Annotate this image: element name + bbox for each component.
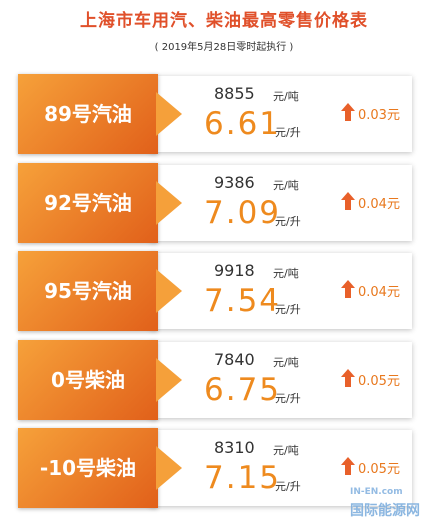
up-arrow-icon: [341, 368, 355, 387]
price-per-liter: 7.09: [204, 194, 282, 231]
fuel-name: 92号汽油: [44, 190, 132, 215]
chevron: [156, 269, 186, 317]
chevron: [156, 92, 186, 140]
price-per-ton: 9386: [214, 172, 255, 192]
fuel-label: 89号汽油: [18, 74, 158, 154]
up-arrow-icon: [341, 280, 355, 298]
fuel-name: 95号汽油: [44, 279, 132, 303]
chevron-shape: [156, 269, 182, 313]
unit-liter: 元/升: [275, 214, 301, 228]
unit-ton: 元/吨: [273, 444, 299, 457]
price-card: [150, 164, 412, 241]
fuel-name: 0号柴油: [51, 367, 125, 392]
price-per-liter: 6.75: [204, 371, 282, 408]
price-per-liter: 7.15: [204, 460, 282, 496]
fuel-label: 92号汽油: [18, 162, 158, 243]
unit-liter: 元/升: [275, 391, 301, 405]
fuel-label: 0号柴油: [18, 339, 158, 420]
up-arrow: [340, 456, 356, 480]
subtitle: ( 2019年5月28日零时起执行 ): [154, 42, 294, 53]
price-change: 0.04元: [358, 285, 400, 300]
chevron-icon: [156, 357, 182, 402]
unit-ton: 元/吨: [273, 178, 299, 192]
price-change: 0.05元: [358, 462, 400, 477]
chevron-shape: [156, 446, 182, 490]
price-card: [150, 341, 412, 418]
price-row: 95号汽油 9918 元/吨 7.54 元/升 0.04元: [0, 251, 448, 331]
watermark-site: IN-EN.com: [350, 487, 403, 497]
chevron-icon: [156, 92, 182, 136]
chevron: [156, 180, 186, 229]
up-arrow-shape: [341, 103, 355, 121]
price-row: -10号柴油 8310 元/吨 7.15 元/升 0.05元: [0, 428, 448, 508]
price-card: [150, 253, 412, 329]
title: 上海市车用汽、柴油最高零售价格表: [80, 11, 368, 31]
price-per-ton: 8855: [214, 84, 255, 103]
up-arrow-shape: [341, 457, 355, 475]
price-per-ton: 9918: [214, 261, 255, 280]
price-per-ton: 7840: [214, 349, 255, 369]
watermark-name: 国际能源网: [350, 503, 420, 519]
up-arrow: [340, 368, 356, 392]
up-arrow: [340, 191, 356, 215]
chevron-shape: [156, 92, 182, 136]
price-row: 0号柴油 7840 元/吨 6.75 元/升 0.05元: [0, 339, 448, 420]
up-arrow: [340, 279, 356, 303]
price-card: [150, 76, 412, 152]
unit-liter: 元/升: [275, 303, 301, 316]
up-arrow-icon: [341, 103, 355, 121]
chevron: [156, 357, 186, 406]
up-arrow-icon: [341, 191, 355, 210]
up-arrow-shape: [341, 368, 355, 387]
price-per-liter: 7.54: [204, 283, 282, 319]
chevron-icon: [156, 269, 182, 313]
chevron-shape: [156, 180, 182, 225]
unit-ton: 元/吨: [273, 90, 299, 103]
up-arrow-shape: [341, 280, 355, 298]
chevron-icon: [156, 180, 182, 225]
fuel-label: 95号汽油: [18, 251, 158, 331]
unit-liter: 元/升: [275, 480, 301, 493]
price-card: [150, 430, 412, 506]
unit-ton: 元/吨: [273, 355, 299, 369]
price-change: 0.04元: [358, 196, 400, 212]
fuel-label: -10号柴油: [18, 428, 158, 508]
price-row: 92号汽油 9386 元/吨 7.09 元/升 0.04元: [0, 162, 448, 243]
price-change: 0.03元: [358, 108, 400, 123]
up-arrow: [340, 102, 356, 126]
price-per-liter: 6.61: [204, 106, 282, 142]
chevron-shape: [156, 357, 182, 402]
up-arrow-shape: [341, 191, 355, 210]
unit-ton: 元/吨: [273, 267, 299, 280]
up-arrow-icon: [341, 457, 355, 475]
price-per-ton: 8310: [214, 438, 255, 457]
fuel-name: -10号柴油: [39, 456, 137, 480]
chevron-icon: [156, 446, 182, 490]
price-row: 89号汽油 8855 元/吨 6.61 元/升 0.03元: [0, 74, 448, 154]
fuel-name: 89号汽油: [44, 102, 132, 126]
unit-liter: 元/升: [275, 126, 301, 139]
chevron: [156, 446, 186, 494]
price-change: 0.05元: [358, 373, 400, 389]
